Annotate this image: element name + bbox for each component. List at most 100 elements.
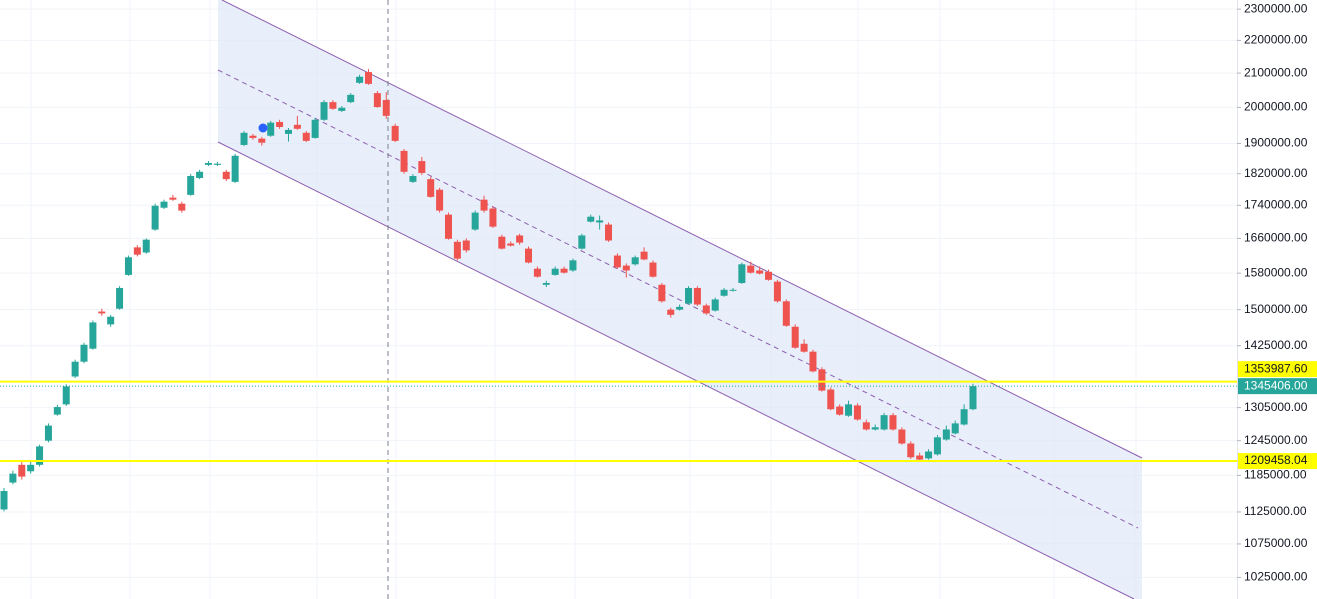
candle-body: [809, 351, 817, 372]
candle-body: [845, 404, 853, 416]
candle-body: [676, 306, 684, 310]
candle-body: [293, 124, 301, 129]
candle-body: [898, 429, 906, 444]
y-tick-label: 2000000.00: [1244, 100, 1308, 114]
candle-body: [889, 415, 897, 430]
candle-body: [782, 301, 790, 326]
price-label-bg: [1238, 453, 1317, 470]
candle-body: [880, 415, 888, 430]
candle-body: [578, 235, 586, 249]
candle-body: [756, 270, 764, 274]
candle-body: [818, 369, 826, 391]
candle-body: [169, 197, 177, 200]
candle-body: [444, 214, 452, 239]
candle-body: [249, 135, 257, 138]
candle-body: [53, 407, 61, 415]
candle-body: [320, 102, 328, 120]
candle-body: [613, 255, 621, 268]
parallel-channel: [217, 0, 1143, 599]
y-tick-label: 1245000.00: [1244, 433, 1308, 447]
candle-body: [213, 163, 221, 165]
y-tick-label: 2300000.00: [1244, 1, 1308, 15]
candle-body: [133, 247, 141, 255]
candle-body: [702, 305, 710, 314]
candle-body: [498, 236, 506, 249]
candle-body: [551, 268, 559, 275]
candle-body: [836, 406, 844, 415]
candle-body: [436, 189, 444, 211]
candle-body: [151, 205, 159, 230]
y-tick-label: 1740000.00: [1244, 197, 1308, 211]
y-tick-label: 1820000.00: [1244, 166, 1308, 180]
candle-body: [373, 93, 381, 108]
candle-body: [231, 155, 239, 182]
candle-body: [80, 344, 88, 362]
y-tick-label: 1075000.00: [1244, 536, 1308, 550]
candle-body: [453, 241, 461, 259]
candle-body: [311, 119, 319, 138]
price-label: 1345406.00: [1244, 378, 1308, 392]
candle-body: [347, 94, 355, 103]
price-lines: [0, 380, 1237, 463]
candle-body: [862, 422, 870, 430]
candle-body: [427, 179, 435, 197]
candle-body: [649, 262, 657, 277]
y-tick-label: 1900000.00: [1244, 136, 1308, 150]
candle-body: [240, 132, 248, 145]
candle-body: [871, 427, 879, 430]
candle-body: [960, 409, 968, 425]
candle-body: [542, 282, 550, 285]
candle-body: [720, 289, 728, 296]
candle-body: [338, 107, 346, 111]
candle-body: [533, 268, 541, 277]
candle-body: [933, 437, 941, 455]
candle-body: [89, 322, 97, 349]
marker-dot: [258, 123, 268, 133]
candle-body: [44, 425, 52, 441]
candle-body: [951, 423, 959, 434]
candle-body: [400, 150, 408, 172]
candle-body: [18, 464, 26, 477]
candle-body: [969, 386, 977, 410]
candle-body: [507, 243, 515, 246]
candle-body: [276, 121, 284, 127]
candle-body: [640, 251, 648, 260]
candle-body: [329, 102, 337, 109]
candle-body: [356, 76, 364, 83]
candle-body: [409, 176, 417, 182]
price-label: 1209458.04: [1244, 453, 1308, 467]
candle-body: [516, 235, 524, 243]
candle-body: [925, 451, 933, 459]
candle-body: [98, 311, 106, 314]
candle-body: [765, 271, 773, 280]
candle-body: [391, 125, 399, 141]
candle-body: [853, 405, 861, 420]
candle-body: [800, 343, 808, 352]
candle-body: [222, 171, 230, 180]
candle-body: [711, 299, 719, 311]
candle-body: [489, 208, 497, 227]
candle-body: [27, 464, 35, 472]
candle-body: [187, 176, 195, 195]
y-tick-label: 2200000.00: [1244, 33, 1308, 47]
price-label: 1353987.60: [1244, 361, 1308, 375]
price-label-bg: [1238, 378, 1317, 395]
price-label-bg: [1238, 361, 1317, 378]
candle-body: [258, 138, 266, 143]
y-tick-label: 2100000.00: [1244, 65, 1308, 79]
candle-body: [569, 260, 577, 271]
candle-body: [942, 429, 950, 440]
candle-body: [587, 216, 595, 222]
candle-body: [62, 386, 70, 405]
candle-body: [916, 455, 924, 460]
candle-body: [907, 443, 915, 458]
candle-body: [596, 220, 604, 223]
candle-body: [382, 100, 390, 116]
candle-body: [9, 473, 17, 483]
candle-body: [178, 203, 186, 211]
y-tick-label: 1580000.00: [1244, 265, 1308, 279]
candle-body: [693, 287, 701, 305]
candle-body: [658, 284, 666, 302]
